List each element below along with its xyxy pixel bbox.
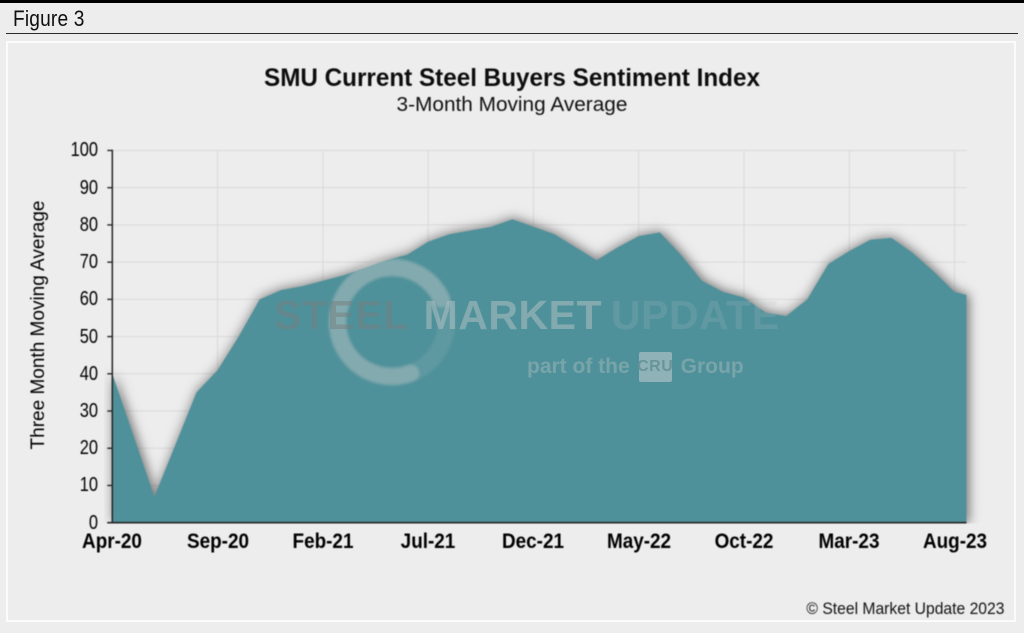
x-tick-label-Aug-23: Aug-23	[922, 529, 987, 553]
watermark-tagline-suffix: Group	[680, 355, 744, 378]
x-tick-label-Feb-21: Feb-21	[292, 529, 354, 553]
cru-logo-box: CRU	[637, 352, 673, 382]
watermark-word-steel: STEEL	[274, 292, 409, 338]
x-tick-label-May-22: May-22	[606, 529, 671, 553]
watermark-ring-faint	[328, 258, 456, 386]
y-tick-label-20: 20	[80, 437, 99, 460]
copyright-note: © Steel Market Update 2023	[805, 600, 1004, 618]
watermark-steel-market-update: STEEL MARKET UPDATE	[274, 295, 780, 336]
watermark-tagline-prefix: part of the	[527, 355, 630, 378]
watermark-word-update: UPDATE	[611, 292, 780, 338]
figure-rule-divider	[6, 33, 1018, 34]
chart-subtitle: 3-Month Moving Average	[396, 94, 628, 116]
watermark-ring	[328, 258, 456, 386]
x-tick-label-Sep-20: Sep-20	[186, 529, 249, 553]
y-tick-label-40: 40	[80, 362, 99, 385]
y-tick-label-60: 60	[80, 288, 99, 311]
y-tick-label-10: 10	[80, 474, 99, 497]
y-tick-label-30: 30	[80, 400, 99, 423]
x-tick-label-Apr-20: Apr-20	[82, 529, 143, 553]
watermark-word-market: MARKET	[423, 292, 603, 338]
y-tick-label-80: 80	[80, 213, 99, 236]
chart-title: SMU Current Steel Buyers Sentiment Index	[264, 64, 760, 92]
y-tick-label-90: 90	[80, 176, 99, 199]
x-tick-label-Oct-22: Oct-22	[714, 529, 774, 553]
y-tick-label-0: 0	[89, 511, 99, 534]
watermark-cru-tagline: part of the CRU Group	[527, 352, 744, 382]
y-tick-label-100: 100	[70, 139, 99, 162]
y-tick-label-50: 50	[80, 325, 99, 348]
y-tick-label-70: 70	[80, 251, 99, 274]
figure-label: Figure 3	[13, 6, 85, 31]
window-top-border	[0, 0, 1024, 3]
x-tick-label-Dec-21: Dec-21	[502, 529, 565, 553]
x-tick-label-Mar-23: Mar-23	[818, 529, 880, 553]
x-tick-label-Jul-21: Jul-21	[400, 529, 456, 553]
sentiment-area-series	[112, 219, 967, 523]
